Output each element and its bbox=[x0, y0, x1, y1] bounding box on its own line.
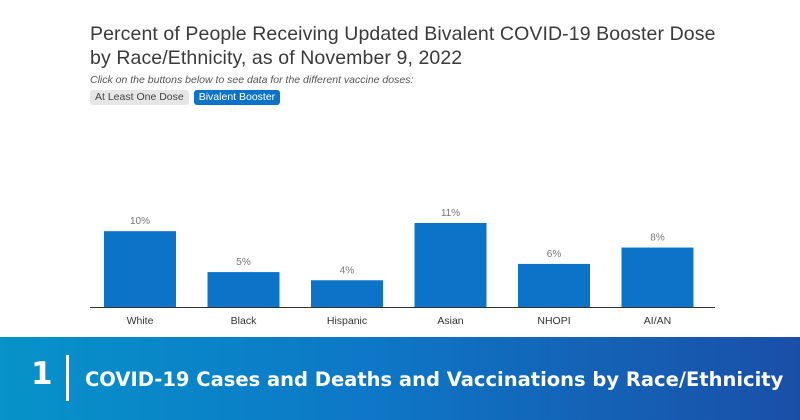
bar-white[interactable] bbox=[104, 231, 176, 307]
data-label-hispanic: 4% bbox=[340, 265, 355, 276]
x-tick-label-ai-an: AI/AN bbox=[644, 315, 671, 327]
footer-divider bbox=[66, 355, 69, 401]
x-tick-label-asian: Asian bbox=[437, 315, 463, 327]
footer-banner bbox=[0, 337, 800, 420]
bar-chart: 10% White 5% Black 4% Hispanic 11% Asian 6% NHOPI… bbox=[90, 208, 715, 327]
footer-number: 1 bbox=[31, 356, 53, 392]
x-tick-label-black: Black bbox=[231, 315, 257, 327]
bar-black[interactable] bbox=[207, 272, 280, 307]
footer-title: COVID-19 Cases and Deaths and Vaccinatio… bbox=[85, 368, 784, 391]
chart-title-line-1: Percent of People Receiving Updated Biva… bbox=[90, 23, 716, 45]
bar-hispanic[interactable] bbox=[311, 280, 383, 307]
x-tick-label-nhopi: NHOPI bbox=[537, 315, 570, 327]
data-label-asian: 11% bbox=[441, 208, 460, 219]
dose-button-group: At Least One Dose Bivalent Booster bbox=[90, 90, 281, 105]
x-tick-label-hispanic: Hispanic bbox=[327, 315, 367, 327]
bar-asian[interactable] bbox=[414, 223, 487, 307]
data-label-ai-an: 8% bbox=[650, 233, 665, 244]
at-least-one-dose-button[interactable]: At Least One Dose bbox=[90, 90, 189, 105]
instructions-text: Click on the buttons below to see data f… bbox=[90, 74, 414, 86]
bivalent-booster-button[interactable]: Bivalent Booster bbox=[193, 90, 281, 105]
data-label-black: 5% bbox=[236, 257, 251, 268]
data-label-nhopi: 6% bbox=[547, 249, 562, 260]
chart-title: Percent of People Receiving Updated Biva… bbox=[90, 22, 730, 70]
x-tick-label-white: White bbox=[127, 315, 154, 327]
chart-title-line-2: by Race/Ethnicity, as of November 9, 202… bbox=[90, 47, 463, 69]
bar-nhopi[interactable] bbox=[518, 263, 590, 307]
data-label-white: 10% bbox=[130, 216, 150, 227]
bar-ai-an[interactable] bbox=[621, 247, 694, 307]
